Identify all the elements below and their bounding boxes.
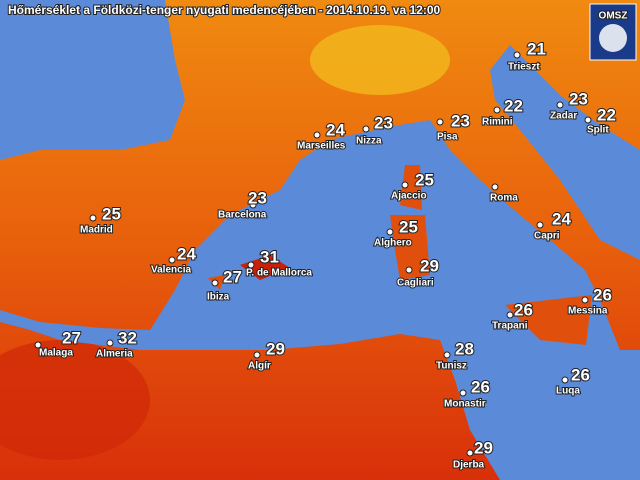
temperature: 27: [223, 267, 242, 286]
city-dot: [536, 221, 544, 229]
city-dot: [313, 131, 321, 139]
city-name: Ajaccio: [391, 191, 427, 202]
temperature: 26: [571, 365, 590, 384]
temperature: 32: [118, 328, 137, 347]
hot-region: [0, 340, 150, 460]
temperature: 26: [514, 300, 533, 319]
temperature: 26: [471, 377, 490, 396]
temperature: 24: [552, 209, 571, 228]
city-dot: [581, 296, 589, 304]
temperature: 21: [527, 39, 546, 58]
city-dot: [168, 256, 176, 264]
logo-text: OMSZ: [599, 11, 628, 22]
city-dot: [513, 51, 521, 59]
city-name: Roma: [490, 193, 518, 204]
city-name: Trieszt: [508, 62, 540, 73]
city-dot: [106, 339, 114, 347]
city-name: Pisa: [437, 132, 458, 143]
islands: [208, 165, 592, 345]
city-dot: [362, 125, 370, 133]
city-name: Rimini: [482, 117, 513, 128]
temperature: 29: [420, 256, 439, 275]
city-name: Almeria: [96, 349, 133, 360]
city-name: Luqa: [556, 386, 580, 397]
temperature: 23: [374, 113, 393, 132]
temperature: 28: [455, 339, 474, 358]
city-dot: [556, 101, 564, 109]
title: Hőmérséklet a Földközi-tenger nyugati me…: [8, 3, 441, 17]
city-name: P. de Mallorca: [246, 268, 312, 279]
city-dot: [247, 261, 255, 269]
city-dot: [405, 266, 413, 274]
city-dot: [249, 201, 257, 209]
city-dot: [253, 351, 261, 359]
temperature: 25: [102, 204, 121, 223]
city-dot: [493, 106, 501, 114]
city-dot: [34, 341, 42, 349]
city-name: Nizza: [356, 136, 382, 147]
temperature: 23: [248, 188, 267, 207]
city-dot: [506, 311, 514, 319]
city-name: Barcelona: [218, 210, 267, 221]
temperature: 25: [399, 217, 418, 236]
city-name: Algír: [248, 361, 271, 372]
city-dot: [459, 389, 467, 397]
city-name: Cagliari: [397, 278, 434, 289]
temperature: 29: [266, 339, 285, 358]
city-dot: [386, 228, 394, 236]
temperature: 25: [415, 170, 434, 189]
city-dot: [491, 183, 499, 191]
logo: OMSZ: [589, 3, 637, 61]
temperature: 27: [62, 328, 81, 347]
city-name: Ibiza: [207, 292, 230, 303]
city-name: Marseilles: [297, 141, 346, 152]
city-name: Djerba: [453, 460, 485, 471]
temperature: 23: [569, 89, 588, 108]
city-name: Tunisz: [436, 361, 467, 372]
temperature: 31: [260, 247, 279, 266]
city-dot: [401, 181, 409, 189]
city-dot: [89, 214, 97, 222]
city-name: Valencia: [151, 265, 191, 276]
city-dot: [584, 116, 592, 124]
alps: [310, 25, 450, 95]
city-name: Alghero: [374, 238, 412, 249]
temperature: 24: [177, 244, 196, 263]
temperature: 22: [504, 96, 523, 115]
temperature: 29: [474, 438, 493, 457]
temperature: 24: [326, 120, 345, 139]
city-dot: [561, 376, 569, 384]
city-name: Zadar: [550, 111, 577, 122]
city-name: Monastir: [444, 399, 486, 410]
temperature: 26: [593, 285, 612, 304]
city-name: Madrid: [80, 225, 113, 236]
city-name: Messina: [568, 306, 608, 317]
city-name: Capri: [534, 231, 560, 242]
temperature: 22: [597, 105, 616, 124]
city-name: Malaga: [39, 348, 73, 359]
city-dot: [436, 118, 444, 126]
city-name: Split: [587, 125, 609, 136]
city-name: Trapani: [492, 321, 528, 332]
city-dot: [211, 279, 219, 287]
city-dot: [443, 351, 451, 359]
temperature: 23: [451, 111, 470, 130]
city-dot: [466, 449, 474, 457]
